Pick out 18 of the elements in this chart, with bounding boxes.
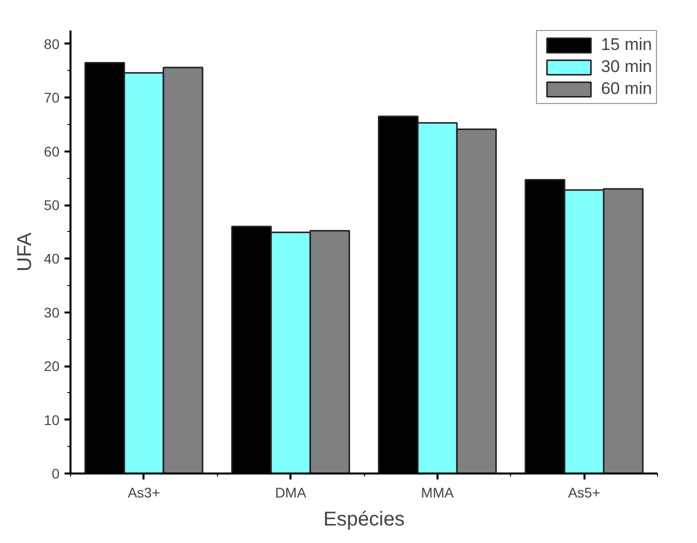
y-tick-label: 30 <box>44 304 60 320</box>
y-tick-label: 70 <box>44 90 60 106</box>
y-axis-title: UFA <box>14 232 36 272</box>
y-tick-label: 0 <box>52 466 60 482</box>
y-tick-label: 80 <box>44 36 60 52</box>
y-tick-label: 50 <box>44 197 60 214</box>
x-tick-label: DMA <box>275 484 307 500</box>
legend-label: 30 min <box>600 57 652 77</box>
y-tick-label: 10 <box>44 412 60 428</box>
y-tick-label: 40 <box>44 250 60 267</box>
x-tick-label: As3+ <box>128 484 160 500</box>
x-tick-label: As5+ <box>568 484 600 500</box>
legend-label: 15 min <box>600 35 652 55</box>
y-tick-label: 60 <box>44 143 60 160</box>
x-tick-label: MMA <box>421 484 454 500</box>
legend-label: 60 min <box>600 79 652 99</box>
y-tick-label: 20 <box>44 358 60 374</box>
x-axis-title: Espécies <box>323 508 405 530</box>
